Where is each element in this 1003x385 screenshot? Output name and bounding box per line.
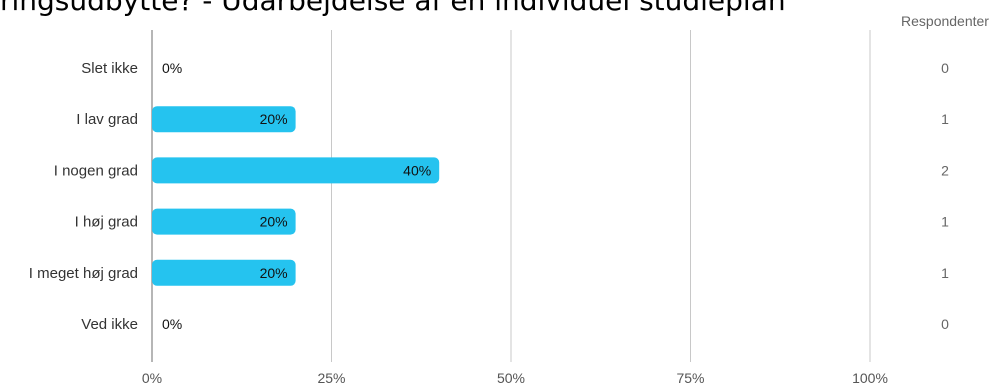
bar: [152, 106, 296, 133]
respondent-count: 1: [941, 214, 949, 230]
chart-title: ringsudbytte? - Udarbejdelse af en indiv…: [0, 0, 786, 17]
bar: [152, 259, 296, 286]
value-label: 40%: [403, 162, 431, 178]
bar: [152, 157, 440, 184]
x-tick-label: 25%: [317, 370, 345, 385]
x-tick-label: 50%: [497, 370, 525, 385]
value-label: 20%: [260, 111, 288, 127]
respondent-count: 0: [941, 60, 949, 76]
category-label: I lav grad: [76, 111, 138, 128]
x-tick-label: 100%: [852, 370, 888, 385]
respondent-count: 0: [941, 316, 949, 332]
category-label: Ved ikke: [81, 316, 138, 333]
respondents-header: Respondenter: [901, 13, 989, 29]
respondent-count: 1: [941, 111, 949, 127]
x-tick-label: 0%: [142, 370, 162, 385]
value-label: 20%: [260, 214, 288, 230]
category-label: Slet ikke: [81, 60, 138, 77]
value-label: 0%: [162, 316, 182, 332]
category-label: I meget høj grad: [29, 265, 138, 282]
label-layer: 0% 25% 50% 75% 100%Slet ikke 0% 0I lav grad 20%…: [29, 60, 949, 385]
respondent-count: 1: [941, 265, 949, 281]
grid-layer: [151, 30, 871, 362]
category-label: I høj grad: [75, 214, 138, 231]
value-label: 20%: [260, 265, 288, 281]
x-tick-label: 75%: [676, 370, 704, 385]
bar: [152, 208, 296, 235]
respondent-count: 2: [941, 162, 949, 178]
bar-layer: [152, 106, 440, 286]
category-label: I nogen grad: [54, 162, 138, 179]
value-label: 0%: [162, 60, 182, 76]
